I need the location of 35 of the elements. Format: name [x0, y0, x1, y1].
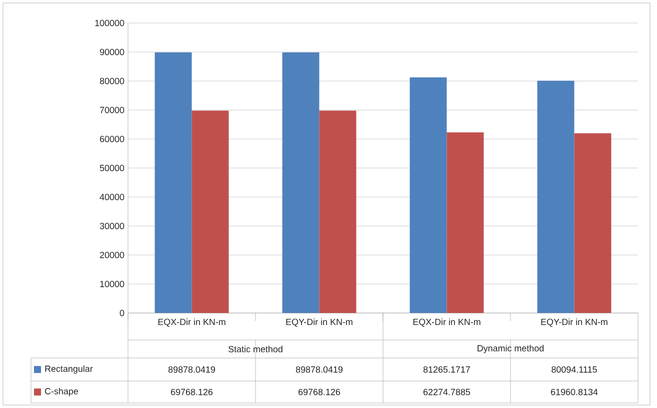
bar: [537, 80, 574, 313]
bar: [192, 110, 229, 313]
y-tick-label: 10000: [100, 280, 124, 288]
data-label: 80094.1115: [552, 366, 597, 373]
bar: [410, 77, 447, 313]
y-tick-label: 20000: [100, 252, 124, 258]
y-tick-label: 90000: [100, 48, 124, 56]
y-tick-label: 40000: [100, 194, 124, 200]
x-tick-label: EQY-Dir in KN-m: [286, 318, 352, 327]
x-tick-label: EQX-Dir in KN-m: [413, 318, 480, 327]
data-label: 69768.126: [171, 388, 213, 396]
data-label: 61960.8134: [551, 388, 598, 396]
data-label: 89878.0419: [168, 366, 216, 373]
bar: [154, 52, 192, 313]
x-tick-label: EQX-Dir in KN-m: [158, 318, 226, 327]
data-label: 62274.7885: [424, 388, 470, 396]
y-tick-label: 60000: [100, 136, 124, 142]
data-label: 69768.126: [298, 388, 340, 396]
legend-label: Rectangular: [45, 365, 93, 374]
text: Dynamic method: [478, 344, 544, 354]
text: Static method: [228, 346, 282, 352]
y-tick-label: 50000: [100, 164, 124, 172]
bar: [282, 52, 320, 313]
y-tick-label: 100000: [95, 20, 124, 26]
y-tick-label: 0: [120, 310, 124, 316]
legend-label: C-shape: [44, 388, 78, 396]
y-tick-label: 30000: [100, 222, 124, 230]
bar: [446, 132, 484, 313]
data-label: 89878.0419: [296, 366, 343, 373]
y-tick-label: 70000: [100, 106, 124, 114]
bar: [319, 110, 356, 313]
y-tick-label: 80000: [100, 78, 124, 84]
x-tick-label: EQY-Dir in KN-m: [541, 318, 608, 327]
data-label: 81265.1717: [423, 366, 470, 373]
bar: [574, 133, 612, 313]
